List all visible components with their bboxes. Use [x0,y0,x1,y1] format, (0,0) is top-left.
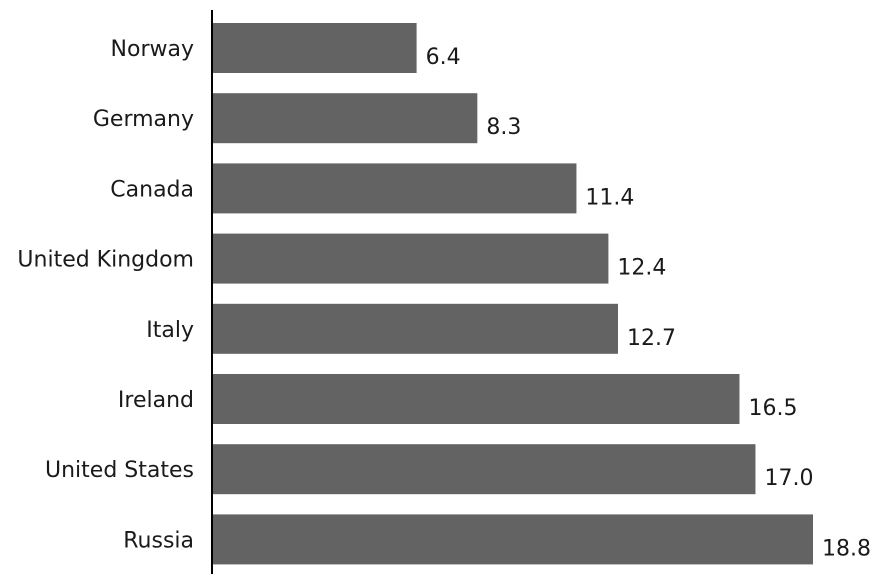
category-label-russia: Russia [123,528,194,553]
value-label-united-kingdom: 12.4 [617,256,666,281]
bar-united-kingdom [212,233,609,284]
category-labels-group: Norway Germany Canada United Kingdom Italy Ir… [17,37,194,553]
category-label-italy: Italy [146,318,194,343]
value-label-united-states: 17.0 [764,466,813,491]
value-label-germany: 8.3 [486,115,521,140]
value-label-russia: 18.8 [822,536,871,561]
category-label-united-states: United States [45,458,194,483]
value-label-italy: 12.7 [627,326,676,351]
bar-canada [212,163,577,214]
bar-norway [212,23,417,73]
value-label-canada: 11.4 [585,185,634,210]
category-label-germany: Germany [93,107,194,132]
bar-united-states [212,444,756,495]
value-label-norway: 6.4 [426,45,461,70]
bars-group [212,23,813,565]
category-label-canada: Canada [110,177,194,202]
bar-germany [212,93,478,144]
value-labels-group: 6.4 8.3 11.4 12.4 12.7 16.5 17.0 18.8 [426,45,871,561]
category-label-norway: Norway [111,37,194,62]
value-label-ireland: 16.5 [748,396,797,421]
bar-russia [212,514,813,565]
bar-ireland [212,374,740,424]
bar-italy [212,303,618,354]
category-label-united-kingdom: United Kingdom [17,248,194,273]
category-label-ireland: Ireland [118,388,194,413]
